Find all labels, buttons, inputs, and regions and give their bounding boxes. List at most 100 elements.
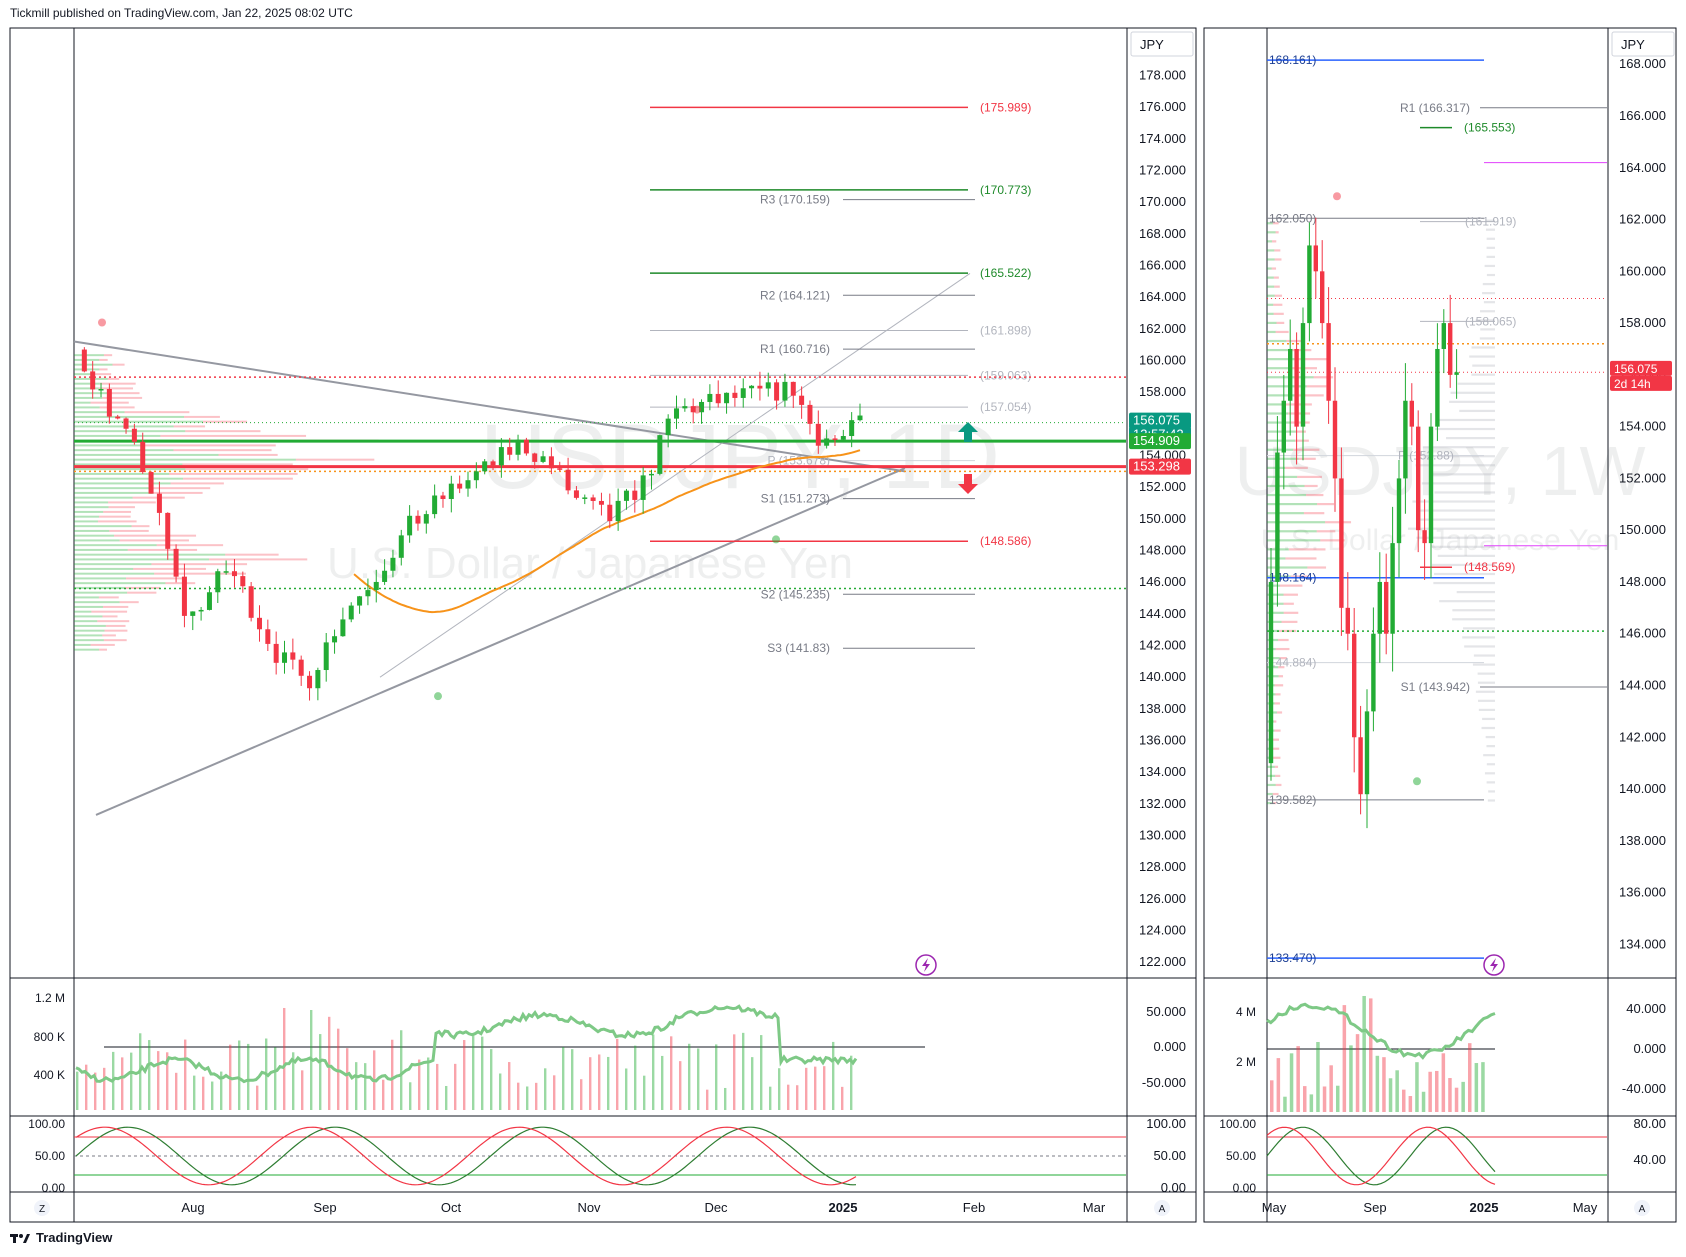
volume-bar bbox=[436, 1063, 439, 1110]
volume-profile-bar bbox=[1289, 348, 1312, 352]
candle-body bbox=[373, 581, 379, 591]
candle-body bbox=[290, 652, 296, 660]
volume-profile-bar bbox=[107, 377, 120, 380]
volume-profile-bar bbox=[1267, 385, 1307, 388]
session-profile-bar bbox=[1431, 563, 1495, 567]
volume-bar bbox=[337, 1028, 340, 1110]
candle-body bbox=[857, 415, 863, 421]
y-tick-label: 176.000 bbox=[1139, 99, 1186, 114]
volume-profile-bar bbox=[1303, 512, 1325, 515]
volume-bar bbox=[418, 1059, 421, 1110]
chart-watermark-name: U.S. Dollar / Japanese Yen bbox=[327, 539, 853, 588]
candle-body bbox=[573, 490, 579, 498]
volume-bar bbox=[499, 1073, 502, 1110]
volume-profile-bar bbox=[74, 396, 103, 399]
candle-body bbox=[1288, 348, 1293, 401]
daily-chart-panel: USDJPY, 1D U.S. Dollar / Japanese Yen JPY 1… bbox=[9, 27, 1197, 1223]
volume-bar bbox=[634, 1045, 637, 1110]
volume-profile-bar bbox=[1273, 303, 1283, 306]
volume-bar bbox=[1355, 1034, 1360, 1112]
candle-body bbox=[1390, 543, 1395, 634]
volume-profile-bar bbox=[74, 577, 126, 580]
candle-body bbox=[507, 447, 513, 455]
volume-profile-bar bbox=[1274, 729, 1281, 732]
stoch-line bbox=[1266, 1126, 1496, 1186]
volume-profile-bar bbox=[133, 567, 207, 570]
volume-profile-bar bbox=[1289, 421, 1310, 424]
candle-body bbox=[240, 576, 246, 587]
candle-body bbox=[215, 571, 221, 593]
volume-profile-bar bbox=[1267, 593, 1284, 596]
volume-bar bbox=[733, 1034, 736, 1110]
volume-profile-bar bbox=[74, 629, 105, 632]
volume-bar bbox=[301, 1070, 304, 1110]
volume-profile-bar bbox=[1274, 684, 1284, 687]
volume-profile-bar bbox=[1276, 711, 1283, 714]
volume-profile-bar bbox=[97, 520, 137, 523]
y-tick-label: 168.000 bbox=[1619, 56, 1666, 71]
volume-bar bbox=[688, 1043, 691, 1110]
volume-profile-bar bbox=[74, 648, 100, 651]
axis-mode-label: Z bbox=[39, 1204, 45, 1215]
session-profile-bar bbox=[1446, 436, 1495, 440]
candle-body bbox=[565, 469, 571, 491]
volume-bar bbox=[1395, 1070, 1399, 1112]
level-label: S3 (141.83) bbox=[767, 641, 830, 655]
volume-profile-bar bbox=[74, 449, 174, 452]
volume-bar bbox=[562, 1047, 565, 1110]
volume-profile-bar bbox=[1267, 512, 1304, 515]
volume-profile-bar bbox=[74, 434, 161, 437]
level-label: (148.586) bbox=[980, 534, 1031, 548]
volume-profile-bar bbox=[154, 572, 246, 575]
candle-body bbox=[665, 418, 671, 436]
volume-profile-bar bbox=[74, 472, 170, 475]
candle-body bbox=[173, 548, 179, 577]
price-label-box bbox=[1129, 433, 1191, 450]
level-label: (157.054) bbox=[980, 400, 1031, 414]
candle-body bbox=[115, 416, 121, 419]
volume-bar bbox=[247, 1043, 250, 1110]
session-profile-bar bbox=[1421, 482, 1495, 485]
volume-profile-bar bbox=[74, 624, 106, 627]
volume-profile-bar bbox=[1272, 222, 1279, 225]
volume-bar bbox=[1309, 1094, 1314, 1112]
volume-profile-bar bbox=[74, 430, 186, 433]
volume-profile-bar bbox=[131, 525, 150, 528]
session-profile-bar bbox=[1471, 373, 1495, 376]
volume-bar bbox=[409, 1082, 412, 1110]
volume-profile-bar bbox=[109, 529, 149, 532]
candle-body bbox=[757, 385, 763, 389]
volume-bar bbox=[1369, 998, 1373, 1112]
x-tick-label: Oct bbox=[441, 1200, 462, 1215]
volume-profile-bar bbox=[74, 506, 109, 509]
volume-profile-bar bbox=[1273, 720, 1277, 723]
candle-body bbox=[148, 472, 154, 494]
y-tick-label: 142.000 bbox=[1619, 729, 1666, 744]
volume-profile-bar bbox=[1317, 503, 1335, 506]
volume-profile-bar bbox=[1267, 285, 1275, 288]
price-label-box bbox=[1129, 412, 1191, 429]
session-profile-bar bbox=[1479, 337, 1495, 340]
session-profile-bar bbox=[1486, 219, 1495, 222]
session-profile-bar bbox=[1488, 790, 1495, 793]
volume-profile-bar bbox=[109, 392, 140, 395]
volume-profile-bar bbox=[1275, 774, 1281, 777]
volume-profile-bar bbox=[1271, 756, 1281, 759]
volume-profile-bar bbox=[74, 605, 103, 608]
candle-body bbox=[1441, 323, 1446, 349]
candle-body bbox=[849, 420, 855, 437]
channel-line bbox=[379, 273, 971, 678]
session-profile-bar bbox=[1486, 246, 1495, 249]
volume-profile-bar bbox=[112, 363, 125, 366]
candle-body bbox=[623, 490, 629, 501]
volume-profile-bar bbox=[74, 591, 128, 594]
candle-body bbox=[765, 382, 771, 389]
volume-bar bbox=[1461, 1081, 1465, 1112]
volume-bar bbox=[346, 1048, 349, 1110]
candle-body bbox=[790, 381, 796, 396]
volume-bar bbox=[1303, 1086, 1307, 1112]
tradingview-footer: TradingView bbox=[10, 1230, 112, 1245]
volume-profile-bar bbox=[160, 434, 307, 437]
volume-bar bbox=[328, 1016, 331, 1110]
